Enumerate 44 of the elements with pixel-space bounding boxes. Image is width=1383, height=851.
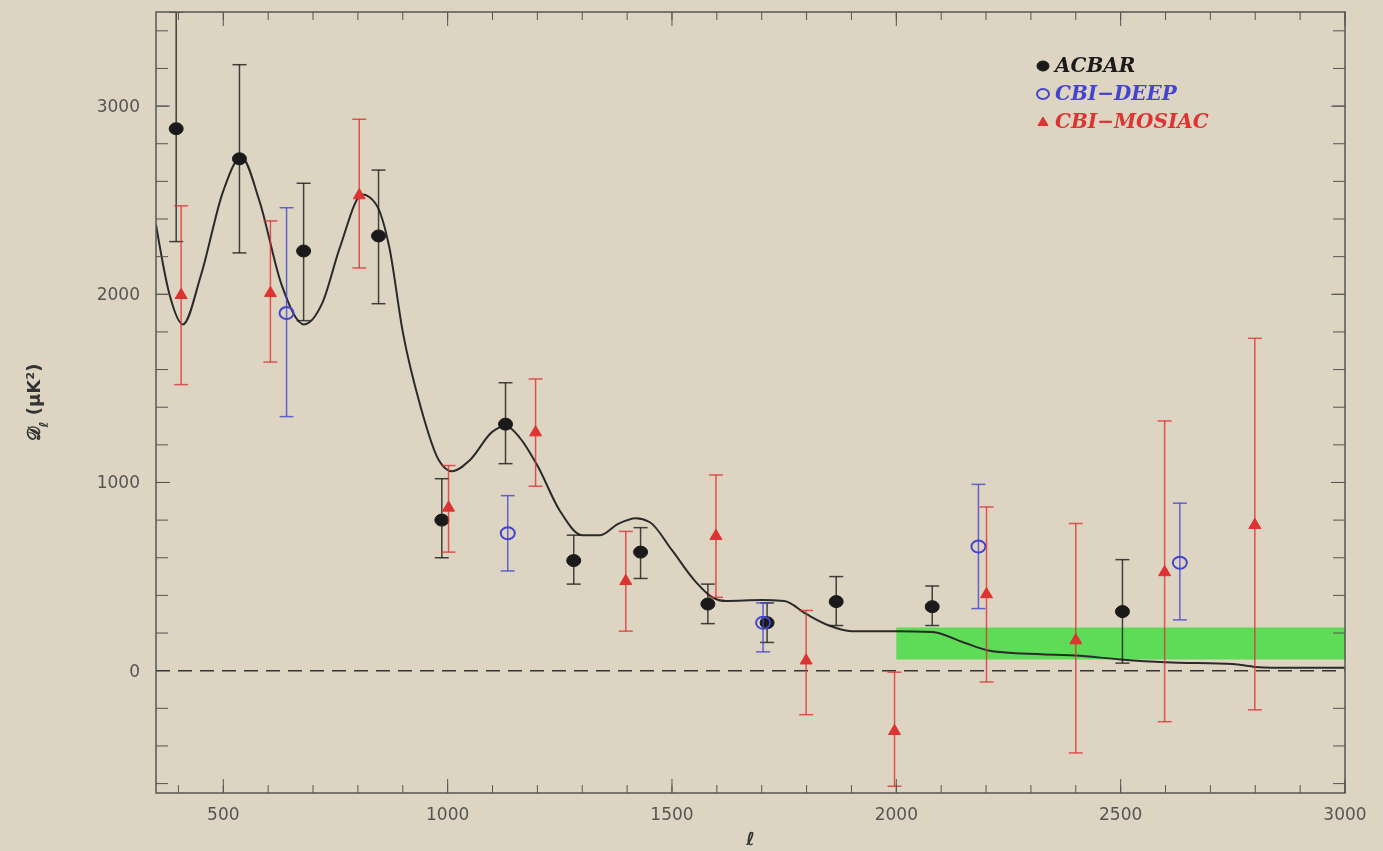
- point: [755, 615, 772, 630]
- x-tick-label: 3000: [1323, 804, 1367, 824]
- y-tick-label: 3000: [96, 96, 140, 117]
- point: [633, 545, 649, 559]
- point: [263, 285, 277, 298]
- y-tick-label: 1000: [96, 472, 140, 493]
- point: [1069, 633, 1083, 645]
- point: [296, 244, 312, 258]
- y-tick-label: 2000: [96, 284, 140, 305]
- point: [231, 152, 247, 166]
- x-tick-label: 500: [207, 804, 240, 824]
- legend-label: ACBAR: [1053, 53, 1136, 77]
- point: [709, 528, 723, 540]
- x-tick-label: 2500: [1099, 804, 1143, 824]
- legend-label: CBI−MOSIAC: [1055, 109, 1209, 133]
- point: [888, 723, 902, 736]
- point: [168, 122, 184, 136]
- point: [352, 188, 366, 200]
- point: [529, 425, 543, 437]
- y-tick-label: 0: [129, 660, 140, 681]
- point: [498, 417, 514, 431]
- point: [1158, 565, 1172, 577]
- point: [499, 526, 516, 541]
- point: [799, 653, 813, 665]
- point: [700, 597, 716, 611]
- point: [619, 573, 633, 586]
- point: [174, 287, 188, 299]
- point: [1248, 517, 1262, 529]
- point: [980, 587, 994, 599]
- point: [434, 513, 450, 527]
- point: [924, 600, 940, 614]
- legend-label: CBI−DEEP: [1055, 81, 1178, 105]
- point: [970, 539, 987, 554]
- point: [566, 554, 582, 568]
- x-tick-label: 1500: [650, 804, 694, 824]
- point: [278, 306, 295, 321]
- point: [1114, 605, 1130, 619]
- x-tick-label: 1000: [426, 804, 470, 824]
- x-axis-title: ℓ: [745, 828, 755, 849]
- point: [371, 229, 387, 243]
- point: [828, 595, 844, 609]
- point: [1171, 555, 1188, 570]
- point: [442, 500, 456, 512]
- x-tick-label: 2000: [874, 804, 918, 824]
